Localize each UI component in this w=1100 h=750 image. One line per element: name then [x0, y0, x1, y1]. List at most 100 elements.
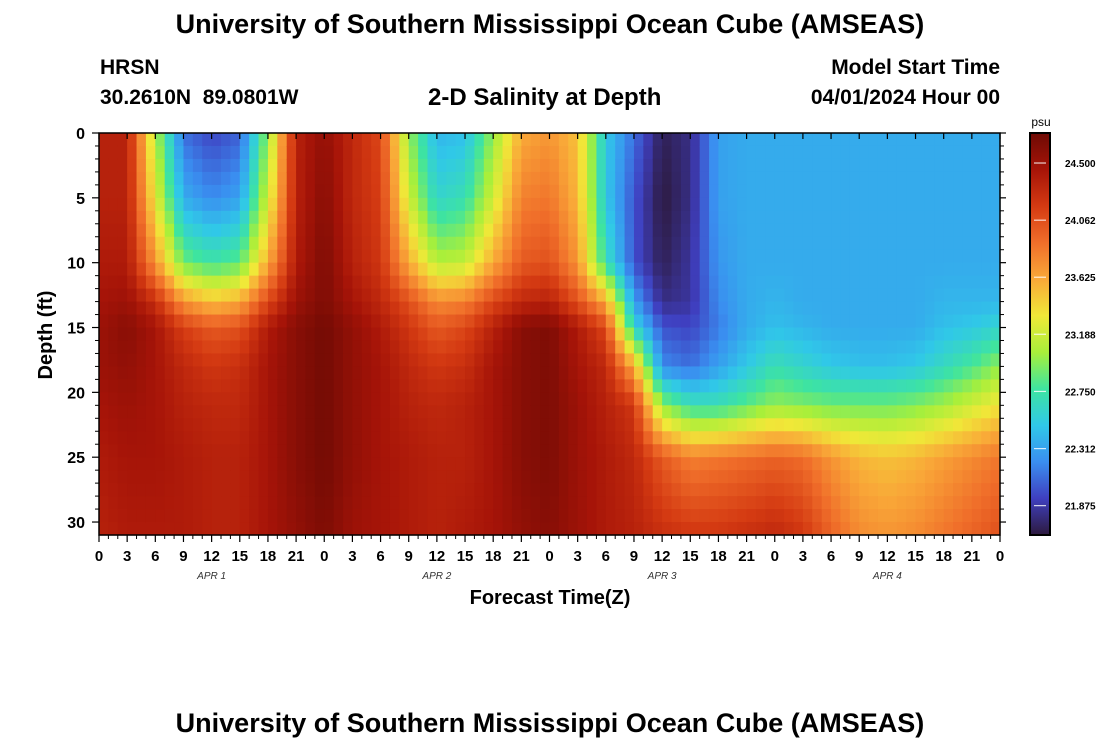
heatmap-cell — [399, 327, 410, 342]
heatmap-cell — [821, 444, 832, 458]
heatmap-cell — [399, 483, 410, 497]
heatmap-cell — [502, 184, 513, 199]
heatmap-cell — [502, 405, 513, 419]
heatmap-cell — [277, 522, 288, 536]
heatmap-cell — [530, 262, 541, 277]
heatmap-cell — [737, 418, 748, 432]
heatmap-cell — [192, 262, 203, 277]
heatmap-cell — [643, 522, 654, 536]
heatmap-cell — [324, 327, 335, 342]
heatmap-cell — [117, 496, 128, 510]
heatmap-cell — [277, 158, 288, 173]
heatmap-cell — [389, 509, 400, 523]
heatmap-cell — [202, 470, 213, 484]
heatmap-cell — [718, 470, 729, 484]
heatmap-cell — [924, 431, 935, 445]
heatmap-cell — [305, 496, 316, 510]
heatmap-cell — [906, 314, 917, 329]
heatmap-cell — [943, 379, 954, 393]
heatmap-cell — [549, 470, 560, 484]
heatmap-cell — [709, 405, 720, 419]
heatmap-cell — [577, 392, 588, 406]
heatmap-cell — [305, 171, 316, 186]
heatmap-cell — [746, 444, 757, 458]
heatmap-cell — [380, 522, 391, 536]
heatmap-cell — [568, 210, 579, 225]
heatmap-cell — [474, 145, 485, 160]
heatmap-cell — [652, 197, 663, 212]
heatmap-cell — [784, 262, 795, 277]
heatmap-cell — [587, 171, 598, 186]
heatmap-cell — [849, 314, 860, 329]
heatmap-cell — [427, 275, 438, 290]
x-tick-label: 15 — [231, 548, 248, 565]
heatmap-cell — [709, 379, 720, 393]
heatmap-cell — [249, 444, 260, 458]
heatmap-cell — [746, 522, 757, 536]
heatmap-cell — [821, 236, 832, 251]
heatmap-cell — [127, 314, 138, 329]
heatmap-cell — [868, 431, 879, 445]
heatmap-cell — [211, 184, 222, 199]
heatmap-cell — [436, 197, 447, 212]
heatmap-cell — [615, 184, 626, 199]
heatmap-cell — [305, 275, 316, 290]
heatmap-cell — [305, 418, 316, 432]
heatmap-cell — [934, 405, 945, 419]
heatmap-cell — [446, 522, 457, 536]
heatmap-cell — [840, 275, 851, 290]
heatmap-cell — [399, 210, 410, 225]
heatmap-cell — [971, 171, 982, 186]
heatmap-cell — [117, 444, 128, 458]
heatmap-cell — [155, 366, 166, 380]
heatmap-cell — [577, 223, 588, 238]
heatmap-cell — [136, 431, 147, 445]
heatmap-cell — [511, 509, 522, 523]
heatmap-cell — [849, 133, 860, 147]
heatmap-cell — [493, 210, 504, 225]
heatmap-cell — [371, 145, 382, 160]
heatmap-cell — [389, 184, 400, 199]
heatmap-cell — [474, 431, 485, 445]
x-tick-label: 12 — [654, 548, 671, 565]
x-tick-label: 0 — [996, 548, 1004, 565]
heatmap-cell — [136, 288, 147, 303]
heatmap-cell — [577, 431, 588, 445]
heatmap-cell — [755, 327, 766, 342]
heatmap-cell — [831, 288, 842, 303]
heatmap-cell — [915, 171, 926, 186]
heatmap-cell — [136, 444, 147, 458]
heatmap-cell — [915, 210, 926, 225]
heatmap-cell — [849, 431, 860, 445]
heatmap-cell — [521, 314, 532, 329]
heatmap-cell — [164, 379, 175, 393]
heatmap-cell — [981, 392, 992, 406]
heatmap-cell — [221, 392, 231, 406]
heatmap-cell — [671, 158, 682, 173]
heatmap-cell — [662, 470, 673, 484]
heatmap-cell — [455, 145, 466, 160]
heatmap-cell — [192, 236, 203, 251]
heatmap-cell — [859, 366, 870, 380]
heatmap-cell — [633, 496, 644, 510]
heatmap-cell — [558, 366, 569, 380]
heatmap-cell — [981, 145, 992, 160]
heatmap-cell — [868, 314, 879, 329]
heatmap-cell — [549, 171, 560, 186]
heatmap-cell — [230, 340, 241, 355]
heatmap-cell — [389, 275, 400, 290]
heatmap-cell — [183, 133, 194, 147]
heatmap-cell — [812, 509, 823, 523]
heatmap-cell — [981, 133, 992, 147]
x-tick-label: 3 — [348, 548, 356, 565]
heatmap-cell — [530, 470, 541, 484]
heatmap-cell — [643, 288, 654, 303]
heatmap-cell — [99, 353, 109, 368]
heatmap-cell — [127, 327, 138, 342]
heatmap-cell — [906, 171, 917, 186]
heatmap-cell — [202, 301, 213, 316]
heatmap-cell — [352, 223, 363, 238]
heatmap-cell — [859, 353, 870, 368]
heatmap-cell — [840, 210, 851, 225]
heatmap-cell — [361, 288, 372, 303]
